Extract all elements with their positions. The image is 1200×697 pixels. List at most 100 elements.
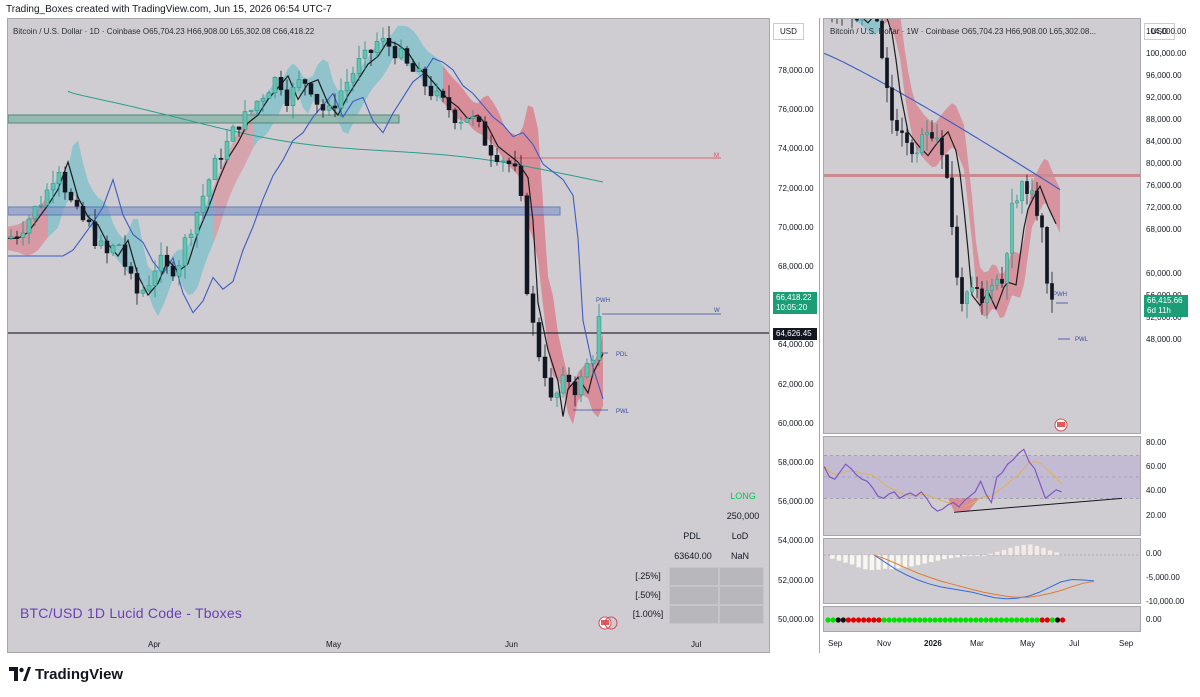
time-label: Jul — [1069, 639, 1080, 648]
candle — [200, 184, 206, 221]
time-label: Apr — [148, 640, 161, 649]
candle-body — [296, 79, 302, 88]
price-axis-label: 80,000.00 — [1146, 159, 1182, 168]
weekly-chart-pane[interactable]: PWH PWL Bitcoin / U.S. Dollar · 1W · Coin… — [823, 18, 1141, 434]
macd-histogram-bar — [955, 554, 961, 558]
candle — [476, 115, 482, 128]
candle-body — [1030, 190, 1034, 194]
candle — [8, 229, 14, 240]
price-axis-label: 72,000.00 — [778, 183, 814, 193]
candle — [230, 124, 236, 142]
signal-dot — [963, 617, 969, 623]
signal-dot — [856, 617, 862, 623]
daily-time-axis[interactable]: Apr May Jun Jul — [7, 638, 770, 652]
daily-price-axis[interactable]: USD 78,000.00 76,000.00 74,000.00 72,000.00… — [770, 18, 820, 653]
signal-dot — [881, 617, 887, 623]
candle-body — [1050, 283, 1054, 300]
candle-body — [440, 90, 446, 98]
candle-body — [356, 58, 362, 74]
candle — [416, 61, 422, 72]
rsi-trendline — [953, 497, 1123, 513]
macd-signal-line — [873, 554, 1095, 598]
table-value-pdl: 63640.00 — [674, 551, 712, 561]
candle-body — [985, 290, 989, 304]
candle-body — [254, 100, 260, 111]
candle-body — [910, 142, 914, 155]
daily-currency-label[interactable]: USD — [773, 23, 804, 40]
signal-dot — [978, 617, 984, 623]
candle-body — [350, 73, 356, 83]
candle-body — [895, 120, 899, 131]
signal-dot — [912, 617, 918, 623]
candle-body — [410, 63, 416, 72]
candle — [950, 161, 954, 236]
candle-body — [530, 293, 536, 323]
daily-chart-canvas[interactable]: M W PWH PDL PWL — [8, 19, 770, 653]
price-axis-label: 104,000.00 — [1146, 27, 1187, 36]
daily-legend-high: H66,908.00 — [186, 27, 229, 36]
candle-body — [542, 356, 548, 379]
candle-body — [940, 137, 944, 156]
weekly-chart-canvas[interactable]: PWH PWL — [824, 19, 1141, 434]
signal-dot — [845, 617, 851, 623]
macd-histogram-bar — [849, 554, 855, 565]
candle — [960, 267, 964, 312]
macd-histogram-bar — [948, 554, 954, 559]
monthly-level-label: M — [714, 153, 719, 159]
candle-body — [86, 219, 92, 223]
macd-histogram-bar — [928, 554, 934, 563]
candle-body — [266, 92, 272, 99]
weekly-time-axis[interactable]: Sep Nov 2026 Mar May Jul Sep — [823, 637, 1141, 651]
candle — [925, 120, 929, 151]
candle — [458, 116, 464, 130]
candle-body — [44, 189, 50, 206]
signal-dot — [993, 617, 999, 623]
macd-histogram-bar — [1034, 545, 1040, 556]
economic-event-icon — [1054, 418, 1068, 432]
candle-body — [572, 381, 578, 396]
macd-histogram-bar — [981, 554, 987, 557]
candle — [940, 130, 944, 170]
price-axis-label: 68,000.00 — [1146, 225, 1182, 234]
time-label: May — [1020, 639, 1036, 648]
macd-histogram-bar — [922, 554, 928, 564]
candle-body — [885, 57, 889, 89]
candle-body — [380, 37, 386, 42]
signal-dots-pane[interactable] — [823, 606, 1141, 632]
candle — [20, 221, 26, 246]
candle-body — [890, 87, 894, 121]
candle-body — [880, 20, 884, 59]
candle — [1025, 174, 1029, 205]
position-side: LONG — [730, 491, 756, 501]
candle — [248, 109, 254, 116]
weekly-currency-label[interactable]: USD — [1144, 23, 1175, 40]
footer-brand: TradingView — [35, 666, 124, 683]
candle-body — [905, 132, 909, 143]
signal-dot — [942, 617, 948, 623]
candle-body — [212, 157, 218, 181]
candle — [188, 229, 194, 246]
macd-pane[interactable] — [823, 538, 1141, 604]
candle — [1020, 180, 1024, 214]
rsi-canvas — [824, 448, 1140, 513]
candle — [955, 215, 959, 286]
weekly-price-axis[interactable]: USD 104,000.00 100,000.00 96,000.00 92,000.… — [1141, 18, 1198, 632]
daily-current-price-box: 66,418.22 10:05:20 — [773, 292, 817, 314]
candle — [98, 234, 104, 249]
candle — [350, 66, 356, 92]
candle-body — [302, 79, 308, 84]
candle-body — [68, 191, 74, 201]
candle — [875, 19, 879, 23]
signal-dot — [958, 617, 964, 623]
daily-chart-pane[interactable]: M W PWH PDL PWL Bitcoin / U.S. Dollar · 1D ·… — [7, 18, 770, 653]
candle-body — [278, 77, 284, 91]
candle — [1015, 194, 1019, 209]
daily-level-price: 64,626.45 — [773, 328, 817, 340]
candle — [398, 39, 404, 61]
price-axis-label: 74,000.00 — [778, 144, 814, 154]
signal-dot — [988, 617, 994, 623]
candle — [1045, 226, 1049, 294]
candle-body — [960, 277, 964, 304]
rsi-pane[interactable] — [823, 436, 1141, 536]
candle-body — [915, 152, 919, 155]
